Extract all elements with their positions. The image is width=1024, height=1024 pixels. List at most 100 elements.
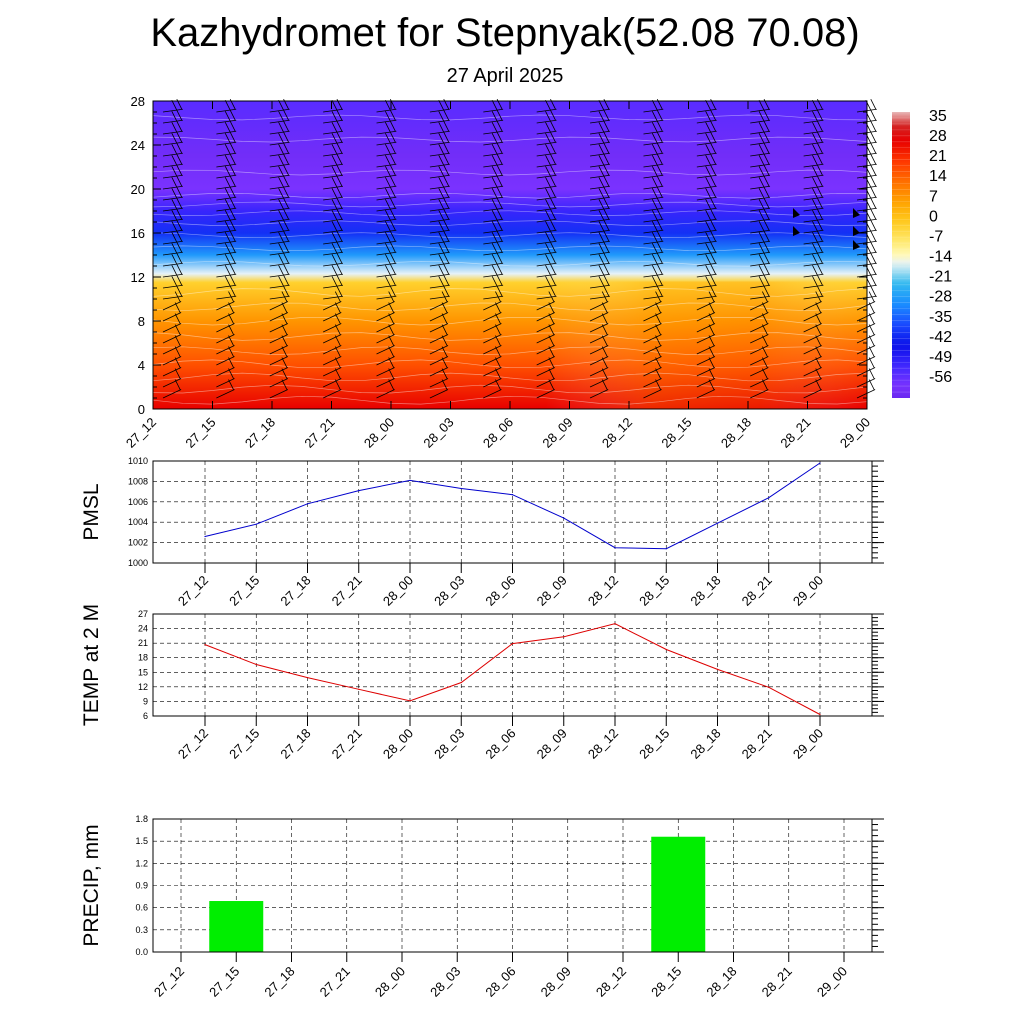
wind-barb xyxy=(323,284,344,289)
wind-barb xyxy=(429,356,449,366)
wind-barb xyxy=(162,367,182,377)
wind-barb xyxy=(750,119,771,124)
x-tick-label: 28_12 xyxy=(599,415,635,451)
wind-barb-flag xyxy=(550,231,556,242)
data-point xyxy=(614,547,616,549)
wind-barb xyxy=(589,345,609,355)
wind-barb-flag xyxy=(491,199,498,210)
wind-barb xyxy=(750,251,771,256)
wind-barb xyxy=(162,312,182,322)
x-tick-label: 27_18 xyxy=(277,573,313,609)
wind-barb-flag xyxy=(656,121,663,132)
wind-barb xyxy=(536,108,557,113)
wind-barb-flag xyxy=(705,100,712,111)
contour-line xyxy=(152,192,868,199)
wind-barb xyxy=(483,295,504,300)
wind-barb-flag xyxy=(496,275,503,286)
wind-barb-flag xyxy=(496,132,503,143)
x-tick-label: 27_15 xyxy=(226,573,262,609)
data-point xyxy=(819,713,821,716)
wind-barb-flag xyxy=(496,253,503,264)
wind-barb-flag xyxy=(763,154,770,165)
wind-barb-flag xyxy=(278,155,284,166)
wind-barb-flag xyxy=(651,188,658,199)
wind-barb xyxy=(750,174,771,179)
wind-barb xyxy=(750,295,771,300)
wind-barb-flag xyxy=(651,177,658,188)
wind-barb-flag xyxy=(443,154,450,165)
wind-barb-flag xyxy=(710,264,717,275)
x-tick-label: 27_21 xyxy=(301,415,337,451)
wind-barb-flag xyxy=(438,155,445,166)
contour-line xyxy=(152,201,868,208)
wind-barb-flag xyxy=(176,187,183,198)
wind-barb xyxy=(429,284,450,289)
wind-barb xyxy=(590,152,610,157)
wind-barb xyxy=(643,163,664,168)
wind-barb-flag xyxy=(224,111,231,122)
wind-barb-flag xyxy=(758,199,765,210)
wind-barb-flag xyxy=(710,231,717,242)
wind-barb xyxy=(483,312,502,322)
data-point xyxy=(563,636,565,638)
wind-barb xyxy=(429,196,450,201)
wind-barb-flag xyxy=(384,155,391,166)
wind-barb-flag xyxy=(224,144,231,155)
wind-barb-flag xyxy=(171,100,178,111)
wind-barb-flag xyxy=(651,100,658,111)
x-tick-label: 28_06 xyxy=(480,415,516,451)
wind-barb-flag xyxy=(389,165,396,176)
wind-barb-flag xyxy=(870,165,877,176)
wind-barb-flag xyxy=(229,132,236,143)
wind-barb xyxy=(750,356,769,366)
wind-barb-flag xyxy=(283,286,289,297)
colorbar-label: 21 xyxy=(929,148,947,165)
wind-barb-flag xyxy=(710,253,717,264)
y-tick-label: 1002 xyxy=(128,538,148,548)
wind-barb-flag xyxy=(331,243,338,254)
wind-barb xyxy=(803,262,824,267)
wind-barb xyxy=(162,295,183,300)
wind-barb-flag xyxy=(283,176,289,187)
wind-barb xyxy=(429,119,450,124)
wind-barb-flag xyxy=(545,199,551,210)
wind-barb xyxy=(269,207,290,212)
wind-barb xyxy=(429,262,450,267)
x-tick-label: 27_15 xyxy=(226,726,262,762)
wind-barb-flag xyxy=(817,143,823,154)
wind-barb-flag xyxy=(870,154,877,165)
wind-barb xyxy=(590,108,610,113)
wind-barb-flag xyxy=(758,210,765,221)
wind-barb xyxy=(803,152,824,157)
wind-barb-flag xyxy=(384,232,391,243)
wind-barb xyxy=(750,163,771,168)
wind-barb xyxy=(589,367,609,377)
data-point xyxy=(306,503,309,505)
wind-barb xyxy=(590,207,610,212)
wind-barb-flag xyxy=(763,165,770,176)
wind-barb-flag xyxy=(171,177,178,188)
wind-barb xyxy=(696,251,717,256)
wind-barb xyxy=(162,345,182,355)
wind-barb xyxy=(376,207,397,212)
wind-barb xyxy=(643,312,662,322)
wind-barb xyxy=(803,108,824,113)
wind-barb-flag xyxy=(171,221,178,232)
wind-barb-flag xyxy=(705,122,712,133)
wind-barb-flag xyxy=(651,111,658,122)
wind-barb-flag xyxy=(389,220,396,231)
colorbar-label: -49 xyxy=(929,349,952,366)
wind-barb-flag xyxy=(176,132,183,143)
wind-barb-flag xyxy=(384,144,391,155)
y-tick-label: 1.2 xyxy=(135,858,148,868)
wind-barb xyxy=(376,262,397,267)
wind-barb-flag xyxy=(705,265,712,276)
x-tick-label: 28_21 xyxy=(759,964,795,1000)
wind-barb xyxy=(269,251,290,256)
wind-barb-flag xyxy=(545,221,551,232)
wind-barb xyxy=(536,185,557,190)
wind-barb xyxy=(536,356,555,366)
wind-barb xyxy=(483,130,504,135)
wind-barb-flag xyxy=(651,221,658,232)
wind-barb-flag xyxy=(705,199,712,210)
